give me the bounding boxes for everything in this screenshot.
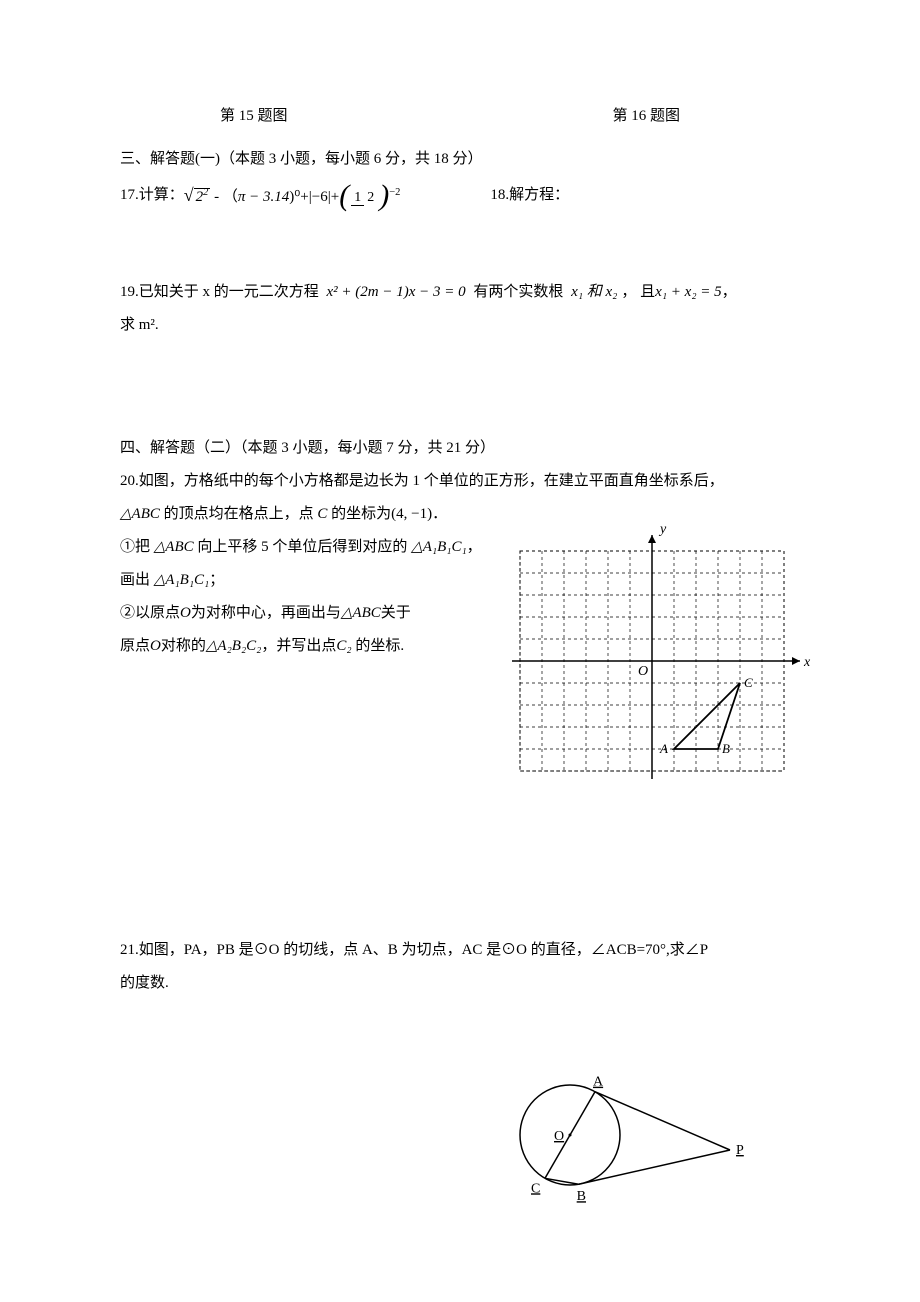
q19-eq: x² + (2m − 1)x − 3 = 0 — [327, 284, 466, 300]
q20-line1: 20.如图，方格纸中的每个小方格都是边长为 1 个单位的正方形，在建立平面直角坐… — [120, 465, 800, 498]
svg-text:C: C — [744, 675, 753, 690]
q17-prefix: 17.计算： — [120, 179, 184, 212]
q20-b-end: ． — [432, 506, 447, 522]
q20-b-tail: 的坐标为 — [327, 506, 391, 522]
q20-O2: O — [150, 638, 161, 654]
section-3-heading: 三、解答题(一)（本题 3 小题，每小题 6 分，共 18 分） — [120, 143, 800, 176]
svg-text:A: A — [659, 741, 668, 756]
q20-O: O — [180, 605, 191, 621]
svg-text:B: B — [722, 741, 730, 756]
svg-text:A: A — [593, 1074, 604, 1089]
q21-line2: 的度数. — [120, 967, 800, 1000]
q20-C: C — [317, 506, 327, 522]
q20-tri1: △A₁B₁C₁ — [411, 539, 467, 555]
q20-coord: (4, −1) — [391, 506, 432, 522]
q20-p1-c: ， — [467, 539, 482, 555]
q20-p1-a: ①把 — [120, 539, 150, 555]
q20-tri1b: △A₁B₁C₁ — [154, 572, 210, 588]
svg-text:C: C — [531, 1181, 540, 1196]
q20-p1-b: 向上平移 5 个单位后得到对应的 — [197, 539, 407, 555]
q17-plus: + — [331, 189, 339, 205]
q20-p1-tri: △ABC — [154, 539, 194, 555]
q20-p2-f: ，并写出点 — [261, 638, 336, 654]
q20-p1-line2: 画出 △A₁B₁C₁； — [120, 564, 500, 597]
q17-sqrt-exp: 2 — [203, 187, 208, 198]
svg-text:B: B — [577, 1189, 586, 1204]
q17-frac-d: 2 — [364, 190, 377, 205]
svg-text:O: O — [554, 1129, 564, 1144]
q20-C2: C₂ — [336, 638, 351, 654]
q17-frac-n: 1 — [351, 190, 364, 206]
q20-p2-line1: ②以原点O为对称中心，再画出与△ABC关于 — [120, 597, 500, 630]
q19-roots: x₁ 和 x₂ — [571, 284, 617, 300]
q20-p2-b: 为对称中心，再画出与 — [191, 605, 341, 621]
q21-line1: 21.如图，PA，PB 是⊙O 的切线，点 A、B 为切点，AC 是⊙O 的直径… — [120, 934, 800, 967]
q19-b: 有两个实数根 — [473, 284, 563, 300]
q17-abs: |−6| — [309, 189, 331, 205]
q19-line1: 19.已知关于 x 的一元二次方程 x² + (2m − 1)x − 3 = 0… — [120, 276, 800, 309]
q20-p2-line2: 原点O对称的△A₂B₂C₂，并写出点C₂ 的坐标. — [120, 630, 500, 663]
section-4-heading: 四、解答题（二）（本题 3 小题，每小题 7 分，共 21 分） — [120, 432, 800, 465]
q20-p2-g: 的坐标. — [352, 638, 405, 654]
q20-line2: △ABC 的顶点均在格点上，点 C 的坐标为(4, −1)． — [120, 498, 800, 531]
q19-sum: x₁ + x₂ = 5 — [655, 284, 722, 300]
q20-p2-e: 对称的 — [161, 638, 206, 654]
svg-text:y: y — [658, 522, 667, 537]
q19-d: ， — [722, 284, 737, 300]
caption-16: 第 16 题图 — [612, 100, 680, 133]
q17-frac-exp: −2 — [389, 187, 400, 198]
q17-p0: )⁰+ — [289, 189, 308, 205]
q19-line2: 求 m². — [120, 309, 800, 342]
q19-c: ， 且 — [621, 284, 655, 300]
svg-text:P: P — [736, 1143, 744, 1158]
figure-captions: 第 15 题图 第 16 题图 — [120, 100, 800, 133]
q20-p2-d: 原点 — [120, 638, 150, 654]
caption-15: 第 15 题图 — [220, 100, 288, 133]
q17-formula: √22 - （π − 3.14)⁰+|−6|+(12)−2 — [184, 176, 401, 216]
q17-row: 17.计算： √22 - （π − 3.14)⁰+|−6|+(12)−2 18.… — [120, 176, 800, 216]
q20-grid-diagram: yxOABC — [500, 531, 820, 844]
svg-text:x: x — [803, 655, 811, 670]
q20-tri-abc: △ABC — [120, 506, 160, 522]
q20-figure-row: ①把 △ABC 向上平移 5 个单位后得到对应的 △A₁B₁C₁， 画出 △A₁… — [120, 531, 800, 844]
q20-p1-line1: ①把 △ABC 向上平移 5 个单位后得到对应的 △A₁B₁C₁， — [120, 531, 500, 564]
q20-p2-tri: △ABC — [341, 605, 381, 621]
q19-a: 19.已知关于 x 的一元二次方程 — [120, 284, 319, 300]
q18-prefix: 18.解方程： — [490, 179, 569, 212]
q17-minus: - （ — [214, 189, 238, 205]
q20-p2-a: ②以原点 — [120, 605, 180, 621]
svg-text:O: O — [638, 664, 648, 679]
q21-circle-diagram: A O C B P — [120, 1050, 800, 1220]
q20-tri2: △A₂B₂C₂ — [206, 638, 262, 654]
q20-p1-e: ； — [209, 572, 224, 588]
q17-pi: π − 3.14 — [238, 189, 289, 205]
q20-b-mid: 的顶点均在格点上，点 — [160, 506, 318, 522]
q20-p2-c: 关于 — [381, 605, 411, 621]
q20-p1-d: 画出 — [120, 572, 150, 588]
